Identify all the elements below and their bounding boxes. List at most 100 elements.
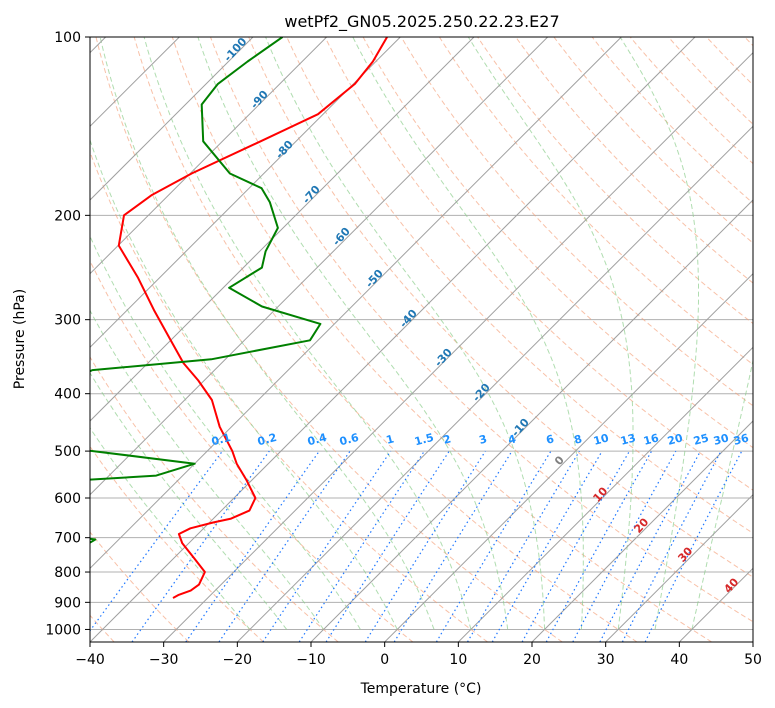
y-tick-label: 100: [54, 30, 81, 46]
x-tick-label: −20: [223, 652, 253, 668]
y-tick-label: 900: [54, 595, 81, 611]
x-tick-label: 50: [744, 652, 762, 668]
isotherm: [236, 125, 753, 642]
y-tick-label: 400: [54, 387, 81, 403]
mixing-ratio-label: 10: [592, 431, 610, 448]
y-tick-label: 200: [54, 208, 81, 224]
moist-adiabat: [691, 358, 753, 630]
isotherm: [90, 37, 622, 570]
mixing-ratio-label: 0.6: [338, 431, 361, 449]
isotherm: [163, 51, 753, 642]
mixing-ratio-line: [599, 450, 702, 642]
dry-adiabat: [210, 37, 753, 623]
dry-adiabat: [324, 37, 753, 491]
isotherm: [384, 272, 753, 642]
dry-adiabat: [438, 37, 753, 366]
moist-adiabat: [467, 37, 634, 630]
dewpoint-profile: [90, 37, 322, 544]
mixing-ratio-line: [325, 450, 450, 642]
y-tick-label: 1000: [45, 622, 81, 638]
isotherm: [90, 37, 401, 349]
mixing-ratio-label: 1: [385, 432, 396, 447]
y-tick-label: 500: [54, 444, 81, 460]
x-tick-label: 10: [449, 652, 467, 668]
mixing-ratio-label: 13: [619, 431, 637, 448]
moist-adiabat: [265, 37, 546, 630]
mixing-ratio-line: [218, 450, 351, 642]
mixing-ratio-label: 8: [573, 432, 584, 447]
moist-adiabat: [99, 37, 435, 630]
dry-adiabat: [90, 531, 190, 642]
moist-adiabat: [90, 309, 324, 630]
profile-lines: [90, 37, 388, 599]
mixing-ratio-label: 30: [712, 431, 730, 448]
x-tick-label: 0: [380, 652, 389, 668]
mixing-ratio-line: [298, 450, 425, 642]
chart-title: wetPf2_GN05.2025.250.22.23.E27: [284, 12, 559, 32]
moist-adiabat: [143, 37, 472, 630]
isotherm: [90, 37, 475, 422]
x-tick-label: −40: [75, 652, 105, 668]
y-tick-label: 300: [54, 313, 81, 329]
x-tick-label: 30: [597, 652, 615, 668]
mixing-ratio-label: 2: [442, 432, 453, 447]
mixing-ratio-line: [364, 450, 486, 642]
plot-frame: [89, 36, 754, 643]
mixing-ratio-label: 25: [692, 431, 710, 448]
dry-adiabat: [171, 37, 712, 642]
y-tick-label: 700: [54, 531, 81, 547]
y-axis-label: Pressure (hPa): [12, 289, 28, 389]
isotherm: [90, 37, 328, 275]
isotherm: [531, 420, 753, 642]
mixing-ratio-line: [466, 450, 580, 642]
moist-adiabat: [352, 37, 584, 630]
mixing-ratio-line: [393, 450, 513, 642]
mixing-ratio-label: 3: [478, 432, 489, 447]
dry-adiabat: [400, 37, 753, 407]
y-tick-label: 600: [54, 491, 81, 507]
mixing-ratio-line: [572, 450, 677, 642]
x-axis: −40 −30 −20 −10 0 10 20 30 40 50: [75, 642, 762, 668]
mixing-ratio-label: 0.4: [306, 431, 329, 449]
temperature-profile: [117, 37, 388, 599]
x-tick-label: 20: [523, 652, 541, 668]
y-tick-label: 800: [54, 565, 81, 581]
x-tick-label: −30: [149, 652, 179, 668]
moist-adiabat: [90, 138, 398, 630]
dry-adiabat: [477, 37, 753, 325]
isotherm: [90, 37, 696, 642]
mixing-ratio-label: 36: [732, 431, 750, 448]
dry-adiabat: [248, 37, 753, 578]
x-tick-label: −10: [296, 652, 326, 668]
moist-adiabat: [619, 37, 699, 630]
isotherm: [605, 493, 753, 642]
mixing-ratio-label: 20: [666, 431, 684, 448]
moist-adiabat: [197, 37, 509, 630]
isotherm: [90, 37, 254, 201]
mixing-ratio-label: 1.5: [413, 431, 435, 449]
mixing-ratio-label: 4: [507, 432, 518, 447]
dry-adiabat: [90, 356, 339, 642]
mixing-ratio-label: 6: [545, 432, 556, 447]
dry-adiabat: [286, 37, 753, 534]
mixing-ratio-label: 16: [642, 431, 660, 448]
isotherm: [310, 199, 753, 642]
dry-adiabat: [133, 37, 638, 642]
dry-adiabat: [553, 37, 753, 244]
mixing-ratio-line: [185, 450, 320, 642]
dry-adiabat: [90, 150, 488, 642]
background-lines: [90, 37, 753, 642]
x-tick-label: 40: [670, 652, 688, 668]
dry-adiabat: [591, 37, 753, 204]
x-axis-label: Temperature (°C): [360, 681, 482, 697]
isotherm: [457, 346, 753, 642]
isotherm: [90, 37, 549, 496]
dry-adiabat: [95, 37, 563, 642]
mixing-ratio-line: [262, 450, 392, 642]
mixing-ratio-label: 0.1: [210, 431, 232, 449]
y-axis: 100 200 300 400 500 600 700 800 900 1000: [45, 30, 90, 638]
mixing-ratio-line: [435, 450, 552, 642]
mixing-ratio-label: 0.2: [256, 431, 278, 449]
